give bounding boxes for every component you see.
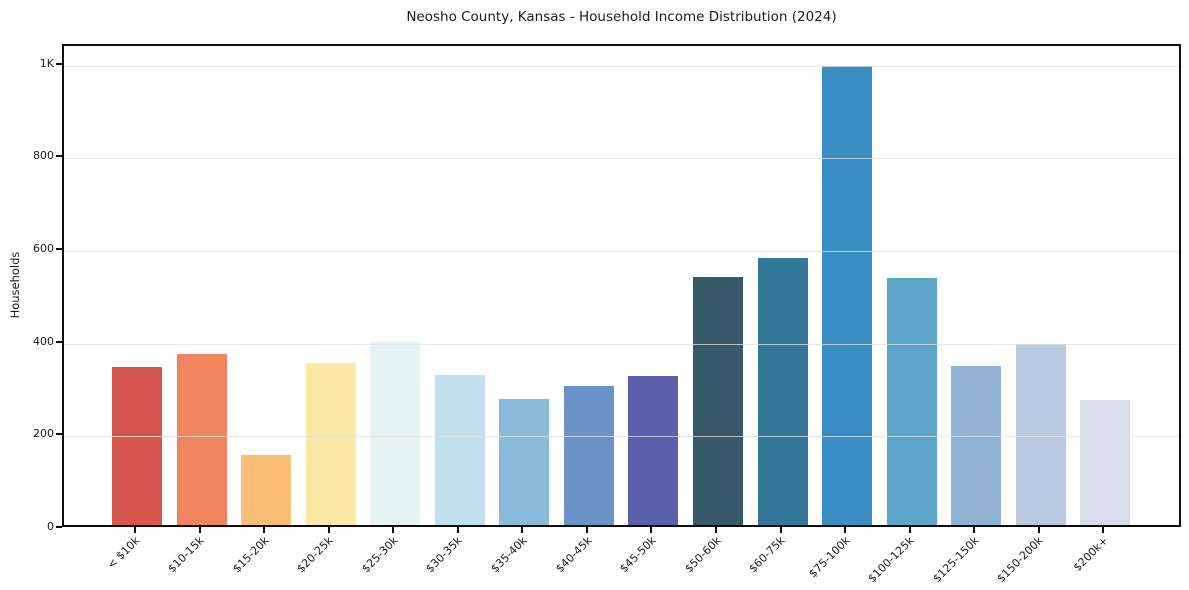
bar-$75-100k — [822, 65, 872, 525]
x-tick-mark — [456, 527, 459, 533]
x-tick-mark — [327, 527, 330, 533]
bar-$25-30k — [370, 342, 421, 525]
x-tick-label: $10-15k — [165, 534, 207, 576]
x-tick-label: $15-20k — [230, 534, 272, 576]
x-tick-label: $25-30k — [359, 534, 401, 576]
x-tick-mark — [715, 527, 717, 533]
chart-title: Neosho County, Kansas - Household Income… — [406, 9, 837, 25]
x-tick-mark — [844, 527, 846, 533]
x-tick-mark — [134, 527, 137, 533]
bar-$125-150k — [951, 365, 1002, 525]
gridline-y200 — [64, 436, 1179, 438]
y-tick-mark — [56, 155, 62, 158]
x-tick-label: $200k+ — [1070, 534, 1111, 575]
x-tick-label: $125-150k — [930, 534, 982, 586]
x-tick-label: $150-200k — [994, 534, 1046, 586]
x-tick-mark — [198, 527, 201, 533]
bar-$30-35k — [434, 374, 485, 525]
bar-$15-20k — [241, 454, 292, 525]
x-tick-mark — [263, 527, 266, 533]
x-tick-mark — [585, 527, 588, 533]
x-tick-mark — [1102, 527, 1105, 533]
bar-< $10k — [112, 366, 163, 525]
x-tick-mark — [650, 527, 653, 533]
y-tick-label: 600 — [33, 241, 54, 255]
gridline-y600 — [64, 250, 1179, 252]
x-tick-label: $40-45k — [552, 534, 595, 576]
gridline-y800 — [64, 158, 1179, 160]
x-tick-mark — [521, 527, 524, 533]
gridline-y400 — [64, 343, 1179, 345]
y-tick-mark — [56, 62, 62, 65]
y-tick-mark — [56, 526, 62, 528]
x-tick-mark — [392, 527, 395, 533]
bar-$60-75k — [757, 258, 808, 525]
y-tick-label: 400 — [33, 334, 54, 348]
gridline-y1000 — [64, 65, 1179, 67]
bar-$200k+ — [1080, 400, 1131, 525]
x-tick-label: $35-40k — [488, 534, 530, 576]
plot-area — [62, 44, 1181, 527]
bar-$45-50k — [628, 375, 679, 525]
y-tick-mark — [56, 340, 62, 343]
x-tick-label: $75-100k — [805, 534, 853, 581]
y-tick-mark — [56, 247, 62, 250]
bar-$50-60k — [693, 276, 743, 525]
x-tick-label: $100-125k — [865, 534, 917, 586]
y-axis-label: Households — [8, 251, 22, 319]
y-tick-label: 0 — [47, 520, 54, 533]
x-tick-label: $50-60k — [681, 534, 724, 576]
x-tick-mark — [1037, 527, 1040, 533]
x-tick-label: $60-75k — [746, 534, 788, 576]
bar-$150-200k — [1015, 344, 1066, 525]
x-tick-label: < $10k — [104, 534, 143, 572]
x-tick-mark — [908, 527, 911, 533]
y-tick-mark — [56, 433, 62, 436]
y-tick-label: 200 — [33, 427, 54, 441]
x-tick-mark — [973, 527, 976, 533]
bar-$100-125k — [886, 277, 937, 525]
y-tick-label: 800 — [33, 149, 54, 163]
bar-$40-45k — [563, 386, 614, 525]
y-tick-label: 1K — [39, 56, 54, 70]
x-tick-label: $45-50k — [617, 534, 659, 576]
bar-$20-25k — [305, 363, 356, 525]
x-tick-label: $20-25k — [294, 534, 337, 576]
bar-$35-40k — [499, 398, 550, 525]
bar-$10-15k — [176, 354, 227, 525]
x-tick-mark — [779, 527, 782, 533]
x-tick-label: $30-35k — [423, 534, 466, 576]
